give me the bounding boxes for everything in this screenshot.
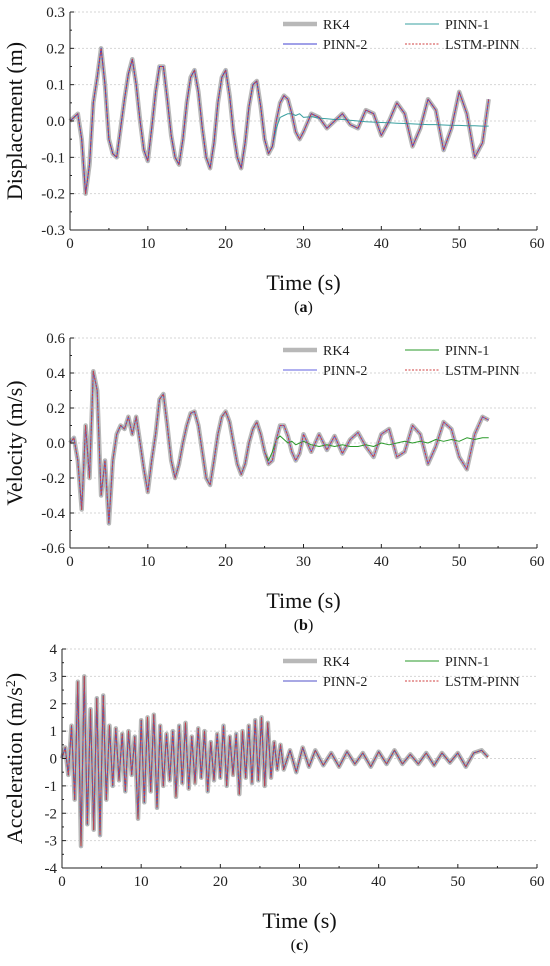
x-tick-label: 20 — [218, 554, 233, 570]
y-axis-title: Displacement (m) — [2, 42, 27, 200]
x-tick-label: 40 — [374, 236, 389, 252]
legend-label: PINN-1 — [445, 18, 489, 33]
y-tick-label: -0.2 — [41, 187, 65, 203]
y-tick-label: -0.1 — [41, 150, 65, 166]
legend: RK4 PINN-1 PINN-2 LSTM-PINN — [283, 655, 520, 690]
x-tick-label: 60 — [530, 236, 545, 252]
y-tick-label: -3 — [45, 834, 58, 850]
y-tick-label: -4 — [45, 861, 58, 877]
chart-panel-c: 0 10 20 30 40 50 60 -4 -3 -2 -1 0 1 2 3 4 Time (s) Accele… — [0, 644, 550, 966]
legend-label: RK4 — [323, 18, 349, 33]
y-tick-label: 0.0 — [46, 436, 65, 452]
x-axis-title: Time (s) — [262, 908, 336, 933]
legend-label: LSTM-PINN — [445, 675, 520, 690]
x-tick-label: 20 — [218, 236, 233, 252]
x-tick-label: 20 — [213, 874, 228, 890]
y-tick-label: 1 — [50, 724, 58, 740]
y-axis-title: Acceleration (m/s2) — [2, 673, 27, 844]
legend: RK4 PINN-1 PINN-2 LSTM-PINN — [283, 18, 520, 53]
y-tick-label: 0.4 — [46, 366, 65, 382]
x-tick-label: 0 — [66, 554, 74, 570]
y-tick-label: -0.6 — [41, 541, 65, 557]
legend-label: RK4 — [323, 344, 349, 359]
y-tick-label: 0.0 — [46, 114, 65, 130]
legend-label: PINN-1 — [445, 344, 489, 359]
y-tick-label: -2 — [45, 806, 58, 822]
panel-label: (b) — [294, 617, 314, 634]
legend-label: PINN-2 — [323, 364, 367, 379]
y-tick-label: -0.2 — [41, 471, 65, 487]
series-line-lstm-pinn — [61, 675, 489, 847]
x-tick-label: 50 — [452, 236, 467, 252]
displacement-chart: 0 10 20 30 40 50 60 -0.3 -0.2 -0.1 0.0 0.1 0.2 0.3 Tim… — [2, 5, 545, 316]
velocity-chart: 0 10 20 30 40 50 60 -0.6 -0.4 -0.2 0.0 0.2 0.4 0.6 Tim… — [2, 331, 545, 634]
y-tick-label: -1 — [45, 779, 58, 795]
y-tick-label: 0 — [50, 752, 58, 768]
x-tick-label: 50 — [450, 874, 465, 890]
x-tick-label: 10 — [134, 874, 149, 890]
y-tick-label: -0.4 — [41, 506, 65, 522]
y-tick-label: 4 — [50, 644, 58, 658]
legend-label: PINN-2 — [323, 675, 367, 690]
chart-panel-a: 0 10 20 30 40 50 60 -0.3 -0.2 -0.1 0.0 0.1 0.2 0.3 Tim… — [0, 0, 550, 322]
x-tick-label: 40 — [371, 874, 386, 890]
y-tick-label: 0.2 — [46, 401, 65, 417]
series-line-lstm-pinn — [69, 370, 489, 524]
legend-label: PINN-2 — [323, 38, 367, 53]
series-line-rk4 — [68, 369, 490, 526]
series-line-lstm-pinn — [69, 47, 490, 195]
y-tick-label: 3 — [50, 669, 58, 685]
y-tick-label: 0.6 — [46, 331, 65, 347]
panel-label: (a) — [294, 299, 313, 316]
y-axis-title: Velocity (m/s) — [2, 380, 27, 505]
series-line-rk4 — [59, 674, 490, 849]
x-tick-label: 30 — [292, 874, 307, 890]
x-tick-label: 0 — [66, 236, 74, 252]
y-tick-label: 0.2 — [46, 41, 65, 57]
x-axis-title: Time (s) — [266, 270, 340, 295]
acceleration-chart: 0 10 20 30 40 50 60 -4 -3 -2 -1 0 1 2 3 4 Time (s) Accele… — [2, 644, 545, 954]
y-tick-label: 0.3 — [46, 5, 65, 21]
x-tick-label: 10 — [140, 236, 155, 252]
x-tick-label: 50 — [452, 554, 467, 570]
legend-label: PINN-1 — [445, 655, 489, 670]
legend-label: RK4 — [323, 655, 349, 670]
x-tick-label: 0 — [58, 874, 66, 890]
x-axis-title: Time (s) — [266, 588, 340, 613]
x-tick-label: 60 — [530, 874, 545, 890]
legend-label: LSTM-PINN — [445, 38, 520, 53]
chart-panel-b: 0 10 20 30 40 50 60 -0.6 -0.4 -0.2 0.0 0.2 0.4 0.6 Tim… — [0, 322, 550, 644]
x-tick-label: 30 — [296, 554, 311, 570]
y-tick-label: 0.1 — [46, 78, 65, 94]
y-tick-label: 2 — [50, 697, 58, 713]
x-tick-label: 40 — [374, 554, 389, 570]
panel-label: (c) — [291, 937, 309, 954]
legend: RK4 PINN-1 PINN-2 LSTM-PINN — [283, 344, 520, 379]
x-tick-label: 30 — [296, 236, 311, 252]
x-tick-label: 60 — [530, 554, 545, 570]
x-tick-label: 10 — [140, 554, 155, 570]
y-tick-label: -0.3 — [41, 223, 65, 239]
legend-label: LSTM-PINN — [445, 364, 520, 379]
